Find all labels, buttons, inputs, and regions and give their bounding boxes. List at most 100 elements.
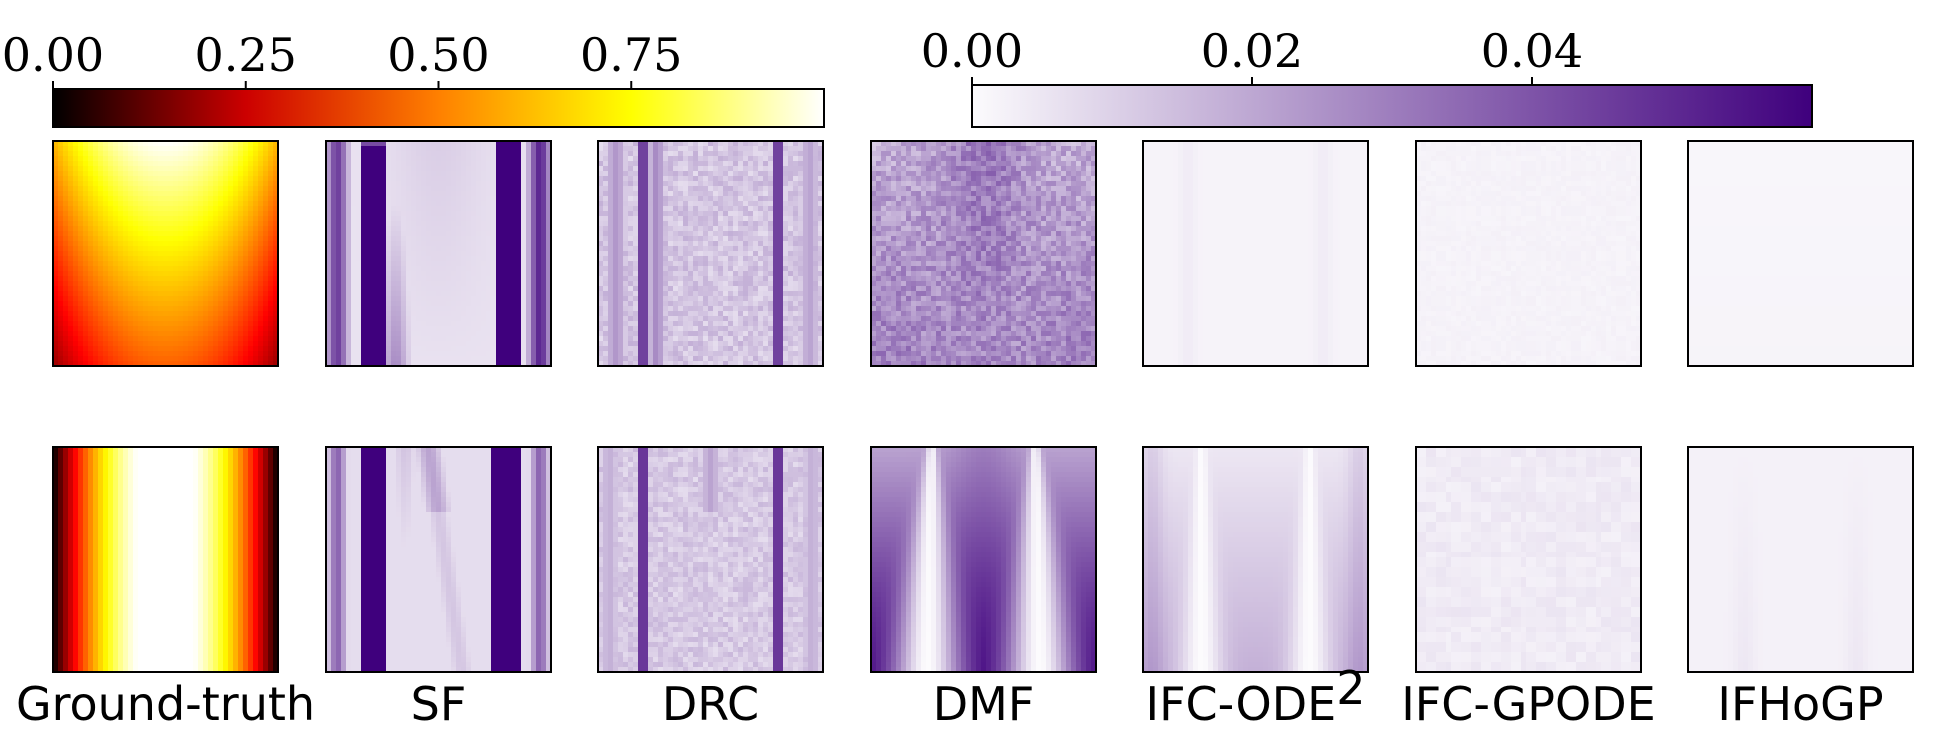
heatmap-cell — [411, 286, 417, 292]
heatmap-cell — [371, 286, 377, 292]
heatmap-cell — [138, 527, 144, 533]
heatmap-cell — [193, 196, 199, 202]
heatmap-cell — [138, 226, 144, 232]
heatmap-cell — [396, 156, 402, 162]
heatmap-cell — [273, 577, 279, 583]
heatmap-cell — [133, 612, 139, 618]
heatmap-cell — [238, 286, 244, 292]
heatmap-cell — [263, 527, 269, 533]
heatmap-cell — [68, 462, 74, 468]
heatmap-cell — [118, 457, 124, 463]
heatmap-cell — [173, 321, 179, 327]
heatmap-cell — [326, 356, 332, 362]
heatmap-cell — [103, 301, 109, 307]
heatmap-cell — [268, 632, 274, 638]
heatmap-cell — [58, 657, 64, 663]
heatmap-cell — [83, 191, 89, 197]
heatmap-cell — [108, 532, 114, 538]
heatmap-cell — [356, 251, 362, 257]
heatmap-cell — [53, 467, 59, 473]
heatmap-cell — [371, 156, 377, 162]
heatmap-cell — [248, 612, 254, 618]
heatmap-cell — [273, 186, 279, 192]
heatmap-cell — [326, 201, 332, 207]
heatmap-cell — [341, 301, 347, 307]
heatmap-cell — [331, 221, 337, 227]
heatmap-cell — [188, 662, 194, 668]
heatmap-cell — [108, 211, 114, 217]
heatmap-cell — [68, 321, 74, 327]
heatmap-cell — [73, 181, 79, 187]
heatmap-cell — [401, 141, 407, 147]
heatmap-cell — [233, 161, 239, 167]
heatmap-cell — [208, 176, 214, 182]
heatmap-cell — [331, 246, 337, 252]
heatmap-cell — [118, 447, 124, 453]
heatmap-cell — [351, 201, 357, 207]
heatmap-cell — [273, 271, 279, 277]
heatmap-cell — [346, 261, 352, 267]
heatmap-cell — [73, 662, 79, 668]
heatmap-cell — [198, 642, 204, 648]
heatmap-cell — [411, 326, 417, 332]
heatmap-cell — [113, 211, 119, 217]
heatmap-cell — [238, 256, 244, 262]
heatmap-cell — [108, 632, 114, 638]
heatmap-cell — [361, 181, 367, 187]
heatmap-cell — [148, 356, 154, 362]
heatmap-cell — [253, 236, 259, 242]
heatmap-cell — [128, 602, 134, 608]
heatmap-cell — [178, 161, 184, 167]
heatmap-cell — [346, 186, 352, 192]
heatmap-cell — [223, 271, 229, 277]
heatmap-cell — [263, 286, 269, 292]
heatmap-cell — [178, 547, 184, 553]
heatmap-cell — [203, 472, 209, 478]
heatmap-cell — [163, 196, 169, 202]
heatmap-cell — [143, 577, 149, 583]
heatmap-cell — [198, 567, 204, 573]
heatmap-cell — [123, 191, 129, 197]
heatmap-cell — [133, 286, 139, 292]
heatmap-cell — [203, 522, 209, 528]
heatmap-cell — [346, 276, 352, 282]
heatmap-cell — [113, 231, 119, 237]
heatmap-cell — [203, 166, 209, 172]
heatmap-cell — [253, 587, 259, 593]
heatmap-cell — [68, 642, 74, 648]
heatmap-cell — [188, 472, 194, 478]
heatmap-cell — [258, 642, 264, 648]
heatmap-cell — [381, 261, 387, 267]
heatmap-cell — [263, 266, 269, 272]
heatmap-cell — [406, 326, 412, 332]
heatmap-cell — [53, 597, 59, 603]
heatmap-cell — [118, 507, 124, 513]
heatmap-cell — [233, 597, 239, 603]
heatmap-cell — [203, 261, 209, 267]
heatmap-cell — [371, 351, 377, 357]
heatmap-cell — [386, 211, 392, 217]
heatmap-cell — [208, 186, 214, 192]
heatmap-cell — [371, 211, 377, 217]
heatmap-cell — [426, 181, 432, 187]
heatmap-cell — [223, 657, 229, 663]
heatmap-cell — [113, 582, 119, 588]
heatmap-cell — [248, 657, 254, 663]
heatmap-cell — [103, 141, 109, 147]
heatmap-cell — [228, 502, 234, 508]
heatmap-cell — [143, 301, 149, 307]
heatmap-cell — [391, 331, 397, 337]
heatmap-cell — [178, 527, 184, 533]
heatmap-cell — [83, 151, 89, 157]
heatmap-cell — [128, 326, 134, 332]
heatmap-cell — [78, 612, 84, 618]
heatmap-cell — [223, 462, 229, 468]
heatmap-cell — [153, 562, 159, 568]
heatmap-cell — [63, 507, 69, 513]
heatmap-cell — [258, 617, 264, 623]
heatmap-cell — [68, 592, 74, 598]
heatmap-cell — [158, 617, 164, 623]
heatmap-cell — [193, 151, 199, 157]
heatmap-cell — [376, 286, 382, 292]
heatmap-cell — [213, 517, 219, 523]
